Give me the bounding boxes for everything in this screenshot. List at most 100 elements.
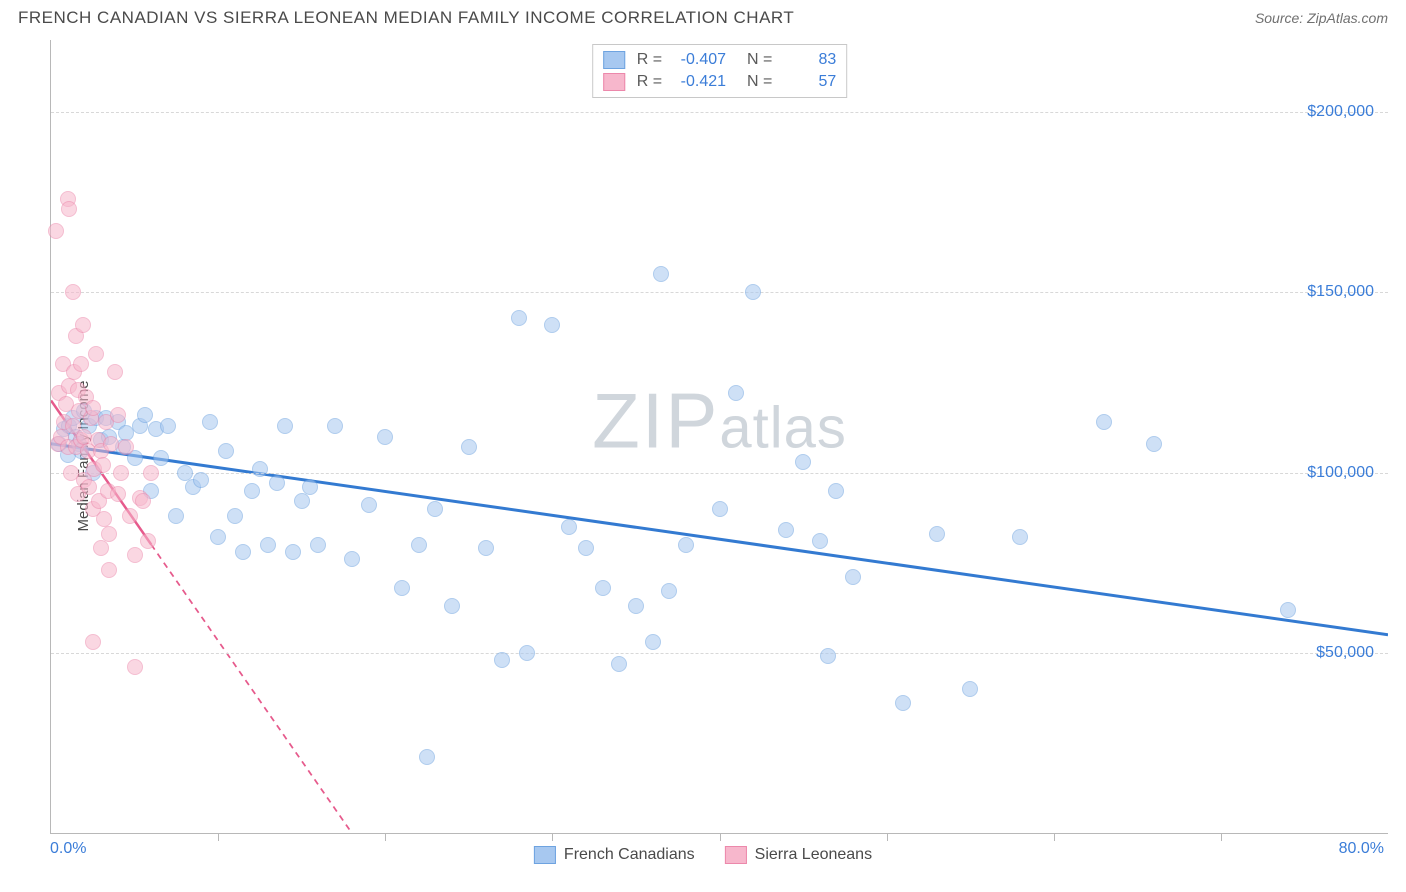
data-point	[110, 486, 126, 502]
data-point	[202, 414, 218, 430]
watermark: ZIPatlas	[592, 375, 847, 466]
data-point	[511, 310, 527, 326]
data-point	[1096, 414, 1112, 430]
x-tick	[218, 833, 219, 841]
data-point	[153, 450, 169, 466]
data-point	[1280, 602, 1296, 618]
source-label: Source: ZipAtlas.com	[1255, 10, 1388, 26]
data-point	[820, 648, 836, 664]
data-point	[122, 508, 138, 524]
data-point	[73, 356, 89, 372]
data-point	[828, 483, 844, 499]
data-point	[85, 400, 101, 416]
data-point	[260, 537, 276, 553]
legend-item: French Canadians	[534, 846, 695, 864]
data-point	[101, 526, 117, 542]
data-point	[193, 472, 209, 488]
data-point	[302, 479, 318, 495]
data-point	[244, 483, 260, 499]
data-point	[812, 533, 828, 549]
data-point	[361, 497, 377, 513]
stats-legend: R = -0.407 N = 83 R = -0.421 N = 57	[592, 44, 848, 98]
stat-r-value: -0.421	[670, 73, 726, 91]
data-point	[95, 457, 111, 473]
data-point	[227, 508, 243, 524]
data-point	[81, 479, 97, 495]
data-point	[628, 598, 644, 614]
x-tick	[552, 833, 553, 841]
data-point	[478, 540, 494, 556]
data-point	[140, 533, 156, 549]
data-point	[269, 475, 285, 491]
data-point	[778, 522, 794, 538]
data-point	[101, 562, 117, 578]
data-point	[127, 659, 143, 675]
x-tick	[720, 833, 721, 841]
data-point	[294, 493, 310, 509]
stat-r-label: R =	[637, 73, 662, 91]
data-point	[561, 519, 577, 535]
data-point	[235, 544, 251, 560]
stat-n-value: 83	[780, 51, 836, 69]
data-point	[327, 418, 343, 434]
data-point	[88, 346, 104, 362]
stats-row: R = -0.421 N = 57	[603, 71, 837, 93]
swatch-icon	[534, 846, 556, 864]
data-point	[110, 407, 126, 423]
stat-r-value: -0.407	[670, 51, 726, 69]
data-point	[578, 540, 594, 556]
data-point	[1146, 436, 1162, 452]
trend-lines	[51, 40, 1388, 833]
data-point	[218, 443, 234, 459]
data-point	[93, 540, 109, 556]
data-point	[895, 695, 911, 711]
gridline	[51, 112, 1388, 113]
data-point	[611, 656, 627, 672]
data-point	[310, 537, 326, 553]
data-point	[653, 266, 669, 282]
swatch-icon	[725, 846, 747, 864]
data-point	[1012, 529, 1028, 545]
data-point	[394, 580, 410, 596]
data-point	[595, 580, 611, 596]
data-point	[461, 439, 477, 455]
data-point	[160, 418, 176, 434]
chart-title: FRENCH CANADIAN VS SIERRA LEONEAN MEDIAN…	[18, 8, 794, 28]
swatch-icon	[603, 51, 625, 69]
x-axis-max-label: 80.0%	[1339, 840, 1384, 858]
stat-n-label: N =	[738, 51, 772, 69]
legend-label: French Canadians	[564, 846, 695, 864]
gridline	[51, 292, 1388, 293]
data-point	[177, 465, 193, 481]
plot-area: ZIPatlas R = -0.407 N = 83 R = -0.421 N …	[50, 40, 1388, 834]
data-point	[252, 461, 268, 477]
data-point	[645, 634, 661, 650]
y-tick-label: $200,000	[1307, 103, 1374, 121]
y-tick-label: $150,000	[1307, 283, 1374, 301]
data-point	[519, 645, 535, 661]
data-point	[285, 544, 301, 560]
x-tick	[1054, 833, 1055, 841]
data-point	[168, 508, 184, 524]
data-point	[427, 501, 443, 517]
data-point	[103, 436, 119, 452]
data-point	[377, 429, 393, 445]
y-tick-label: $100,000	[1307, 464, 1374, 482]
data-point	[344, 551, 360, 567]
stats-row: R = -0.407 N = 83	[603, 49, 837, 71]
data-point	[728, 385, 744, 401]
gridline	[51, 653, 1388, 654]
stat-n-label: N =	[738, 73, 772, 91]
swatch-icon	[603, 73, 625, 91]
data-point	[745, 284, 761, 300]
data-point	[929, 526, 945, 542]
stat-n-value: 57	[780, 73, 836, 91]
data-point	[494, 652, 510, 668]
x-tick	[887, 833, 888, 841]
data-point	[127, 547, 143, 563]
data-point	[962, 681, 978, 697]
stat-r-label: R =	[637, 51, 662, 69]
legend-label: Sierra Leoneans	[755, 846, 872, 864]
watermark-big: ZIP	[592, 376, 719, 464]
data-point	[75, 317, 91, 333]
